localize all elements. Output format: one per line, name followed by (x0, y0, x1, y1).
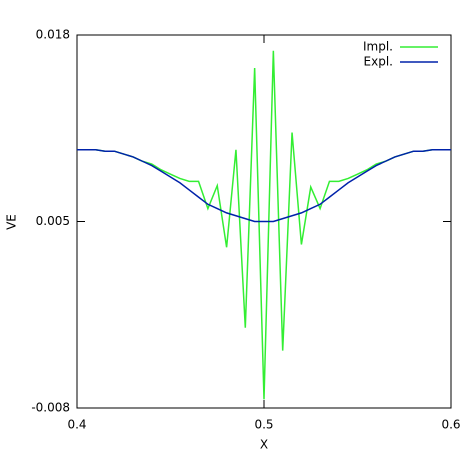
legend-label: Impl. (363, 40, 393, 54)
legend-label: Expl. (364, 55, 393, 69)
y-axis-label: VE (5, 214, 19, 230)
series-line (77, 149, 451, 223)
x-tick-label: 0.4 (67, 418, 86, 432)
y-tick-label: 0.005 (36, 214, 70, 228)
x-tick-label: 0.6 (441, 418, 460, 432)
y-tick-label: -0.008 (31, 401, 70, 415)
x-tick-label: 0.5 (254, 418, 273, 432)
y-tick-label: 0.018 (36, 28, 70, 42)
x-axis-label: X (260, 438, 268, 452)
series-line (77, 50, 451, 400)
